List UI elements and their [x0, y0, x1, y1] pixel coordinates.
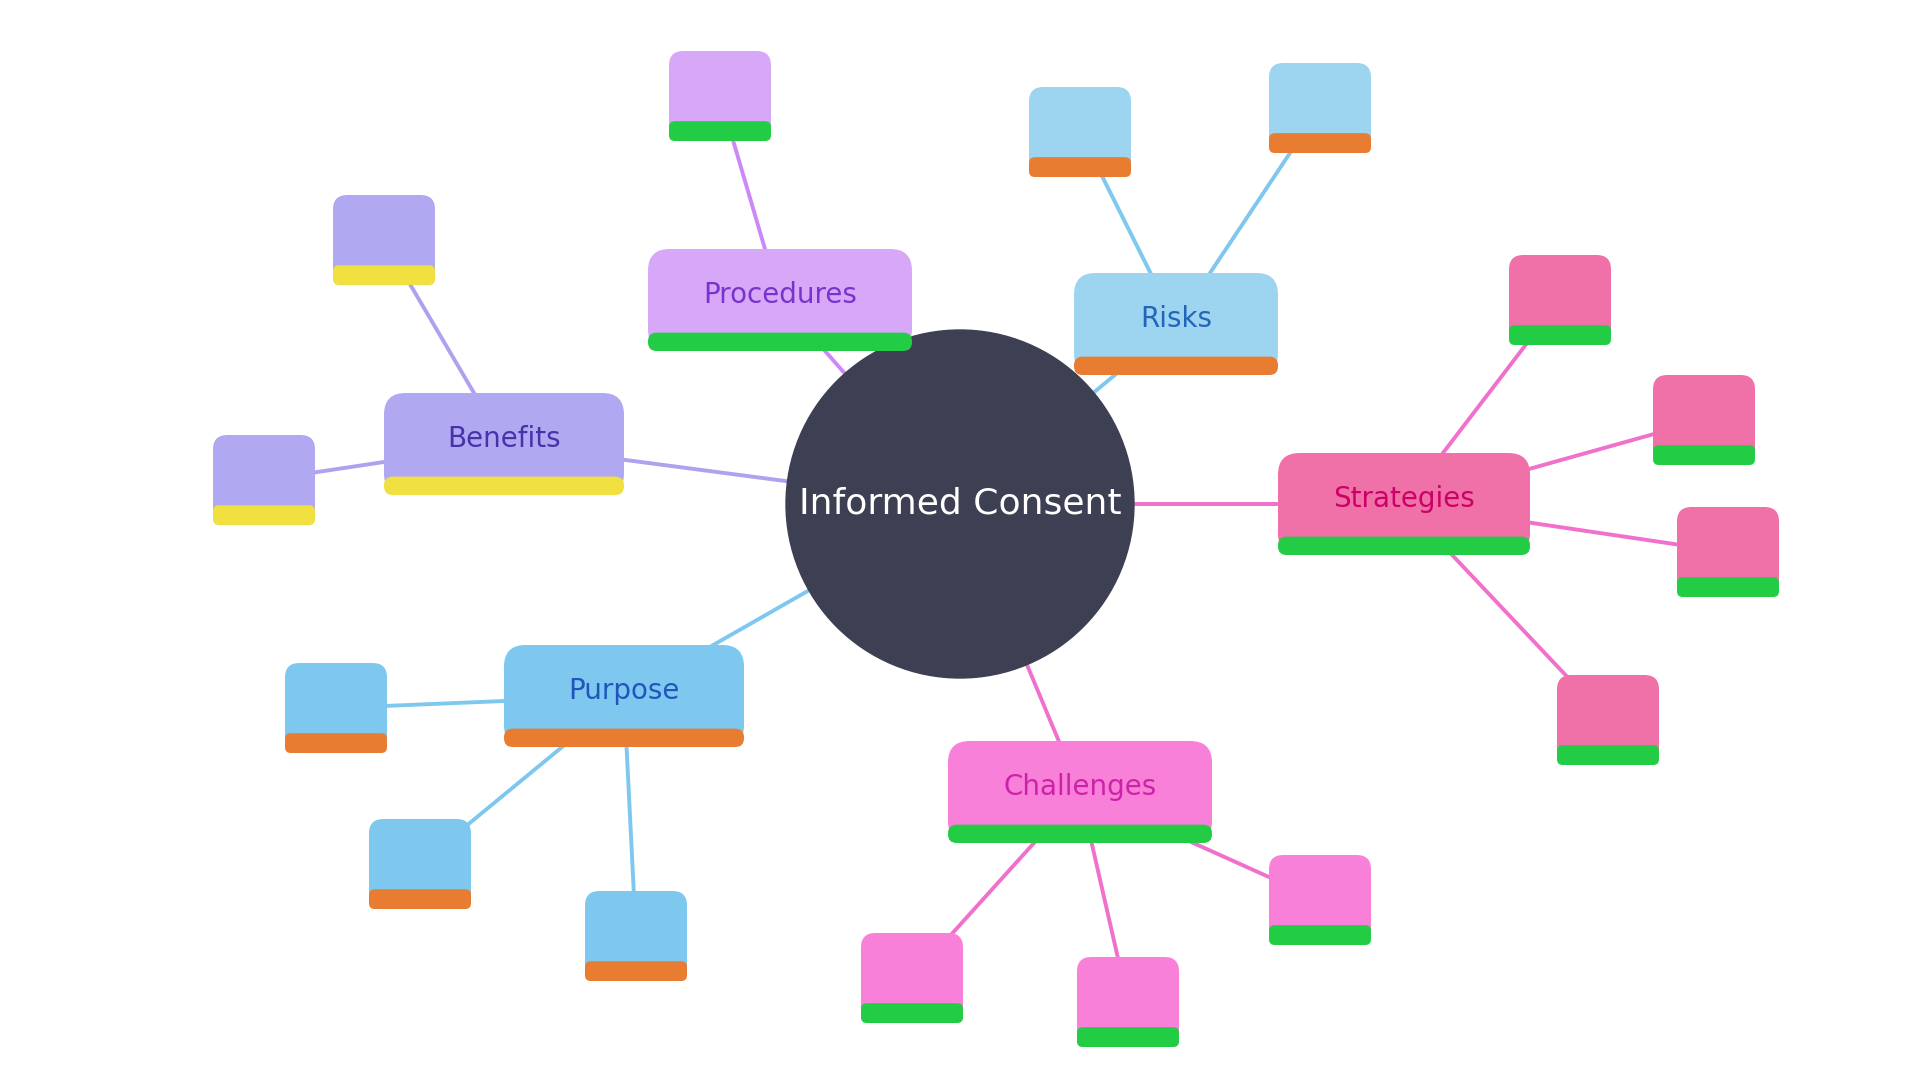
- FancyBboxPatch shape: [284, 663, 388, 753]
- Circle shape: [785, 330, 1135, 678]
- FancyBboxPatch shape: [1073, 273, 1279, 375]
- FancyBboxPatch shape: [668, 51, 772, 141]
- Text: Challenges: Challenges: [1004, 773, 1156, 801]
- FancyBboxPatch shape: [384, 393, 624, 495]
- FancyBboxPatch shape: [503, 729, 745, 747]
- FancyBboxPatch shape: [948, 741, 1212, 843]
- FancyBboxPatch shape: [1676, 507, 1780, 597]
- FancyBboxPatch shape: [1269, 855, 1371, 945]
- FancyBboxPatch shape: [213, 505, 315, 525]
- FancyBboxPatch shape: [1653, 375, 1755, 465]
- FancyBboxPatch shape: [860, 1003, 964, 1023]
- FancyBboxPatch shape: [1269, 63, 1371, 153]
- Text: Procedures: Procedures: [703, 281, 856, 309]
- FancyBboxPatch shape: [1077, 1027, 1179, 1047]
- FancyBboxPatch shape: [586, 891, 687, 981]
- FancyBboxPatch shape: [1029, 158, 1131, 177]
- FancyBboxPatch shape: [213, 435, 315, 525]
- FancyBboxPatch shape: [332, 195, 436, 285]
- FancyBboxPatch shape: [384, 476, 624, 495]
- FancyBboxPatch shape: [1676, 577, 1780, 597]
- Text: Benefits: Benefits: [447, 424, 561, 453]
- FancyBboxPatch shape: [860, 933, 964, 1023]
- FancyBboxPatch shape: [1269, 926, 1371, 945]
- FancyBboxPatch shape: [1509, 255, 1611, 345]
- FancyBboxPatch shape: [1269, 133, 1371, 153]
- FancyBboxPatch shape: [1077, 957, 1179, 1047]
- FancyBboxPatch shape: [1029, 87, 1131, 177]
- FancyBboxPatch shape: [1279, 537, 1530, 555]
- FancyBboxPatch shape: [1279, 453, 1530, 555]
- FancyBboxPatch shape: [1073, 356, 1279, 375]
- FancyBboxPatch shape: [503, 645, 745, 747]
- Text: Informed Consent: Informed Consent: [799, 487, 1121, 521]
- FancyBboxPatch shape: [1557, 745, 1659, 765]
- FancyBboxPatch shape: [668, 121, 772, 141]
- Text: Risks: Risks: [1140, 305, 1212, 333]
- FancyBboxPatch shape: [586, 961, 687, 981]
- FancyBboxPatch shape: [284, 733, 388, 753]
- FancyBboxPatch shape: [332, 266, 436, 285]
- Text: Strategies: Strategies: [1332, 485, 1475, 513]
- Text: Purpose: Purpose: [568, 677, 680, 705]
- FancyBboxPatch shape: [948, 825, 1212, 843]
- FancyBboxPatch shape: [369, 819, 470, 909]
- FancyBboxPatch shape: [1557, 675, 1659, 765]
- FancyBboxPatch shape: [649, 249, 912, 351]
- FancyBboxPatch shape: [649, 333, 912, 351]
- FancyBboxPatch shape: [1509, 325, 1611, 345]
- FancyBboxPatch shape: [369, 889, 470, 909]
- FancyBboxPatch shape: [1653, 445, 1755, 465]
